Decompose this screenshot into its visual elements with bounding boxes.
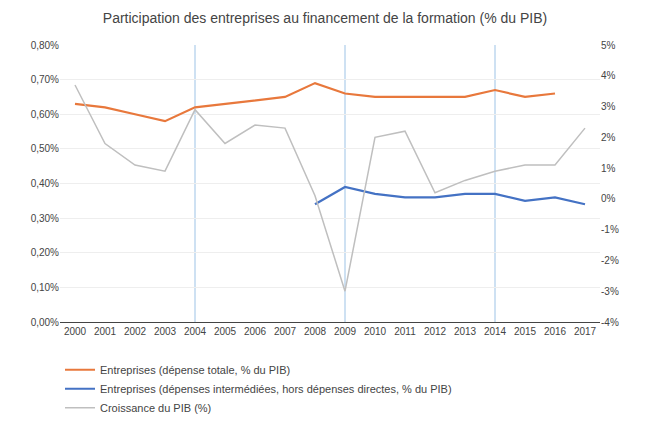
- svg-text:2015: 2015: [514, 326, 537, 337]
- svg-text:2014: 2014: [484, 326, 507, 337]
- svg-text:0,10%: 0,10%: [31, 282, 59, 293]
- svg-text:0,60%: 0,60%: [31, 109, 59, 120]
- svg-text:2000: 2000: [64, 326, 87, 337]
- svg-text:2016: 2016: [544, 326, 567, 337]
- svg-text:0%: 0%: [601, 193, 616, 204]
- svg-text:2001: 2001: [94, 326, 117, 337]
- svg-text:2004: 2004: [184, 326, 207, 337]
- svg-text:Croissance du PIB (%): Croissance du PIB (%): [100, 402, 211, 414]
- svg-text:-2%: -2%: [601, 255, 619, 266]
- svg-text:4%: 4%: [601, 70, 616, 81]
- svg-text:0,80%: 0,80%: [31, 40, 59, 51]
- svg-text:2003: 2003: [154, 326, 177, 337]
- svg-text:2%: 2%: [601, 132, 616, 143]
- svg-text:-4%: -4%: [601, 317, 619, 328]
- svg-text:0,30%: 0,30%: [31, 213, 59, 224]
- svg-text:0,70%: 0,70%: [31, 74, 59, 85]
- svg-text:2017: 2017: [574, 326, 597, 337]
- svg-text:2005: 2005: [214, 326, 237, 337]
- svg-text:2008: 2008: [304, 326, 327, 337]
- svg-text:1%: 1%: [601, 163, 616, 174]
- svg-text:3%: 3%: [601, 101, 616, 112]
- svg-text:2013: 2013: [454, 326, 477, 337]
- svg-text:Entreprises (dépense totale, %: Entreprises (dépense totale, % du PIB): [100, 364, 290, 376]
- svg-text:2007: 2007: [274, 326, 297, 337]
- svg-text:0,40%: 0,40%: [31, 178, 59, 189]
- svg-text:2002: 2002: [124, 326, 147, 337]
- svg-text:Entreprises (dépenses interméd: Entreprises (dépenses intermédiées, hors…: [100, 383, 452, 395]
- svg-text:-1%: -1%: [601, 224, 619, 235]
- svg-text:0,20%: 0,20%: [31, 247, 59, 258]
- svg-text:2006: 2006: [244, 326, 267, 337]
- svg-text:2011: 2011: [394, 326, 416, 337]
- svg-text:0,00%: 0,00%: [31, 317, 59, 328]
- svg-text:2009: 2009: [334, 326, 357, 337]
- svg-text:5%: 5%: [601, 40, 616, 51]
- svg-text:0,50%: 0,50%: [31, 143, 59, 154]
- svg-text:Participation des entreprises: Participation des entreprises au finance…: [103, 10, 547, 26]
- svg-text:2010: 2010: [364, 326, 387, 337]
- svg-text:2012: 2012: [424, 326, 447, 337]
- svg-text:-3%: -3%: [601, 286, 619, 297]
